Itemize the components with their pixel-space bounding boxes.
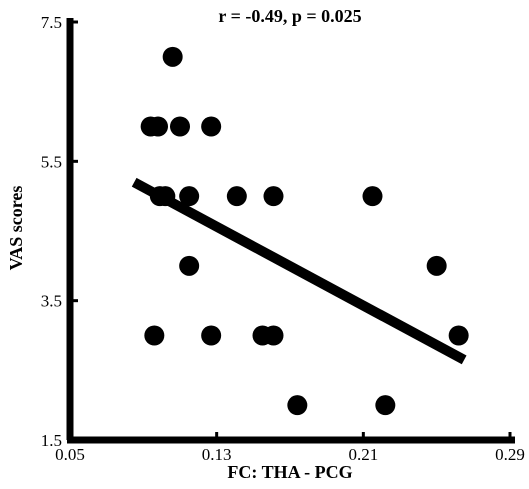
data-point bbox=[201, 325, 222, 346]
data-point bbox=[287, 395, 308, 416]
y-tick-label: 1.5 bbox=[41, 431, 62, 450]
y-tick-label: 7.5 bbox=[41, 13, 62, 32]
x-axis-title: FC: THA - PCG bbox=[227, 462, 352, 482]
data-point bbox=[144, 325, 165, 346]
data-point bbox=[155, 186, 176, 207]
chart-title: r = -0.49, p = 0.025 bbox=[218, 6, 361, 26]
y-axis-title: VAS scores bbox=[6, 186, 26, 271]
data-point bbox=[201, 116, 222, 137]
data-point bbox=[170, 116, 190, 137]
data-point bbox=[448, 325, 469, 346]
data-points bbox=[140, 46, 469, 416]
y-tick-label: 5.5 bbox=[41, 152, 62, 171]
data-point bbox=[148, 116, 168, 137]
x-tick-label: 0.29 bbox=[495, 445, 525, 464]
data-point bbox=[426, 255, 447, 276]
data-point bbox=[226, 186, 247, 207]
x-tick-label: 0.21 bbox=[348, 445, 378, 464]
data-point bbox=[375, 395, 396, 416]
x-axis-ticks: 0.05 0.13 0.21 0.29 bbox=[55, 432, 525, 464]
y-axis-ticks: 1.5 3.5 5.5 7.5 bbox=[41, 13, 78, 450]
data-point bbox=[362, 186, 383, 207]
data-point bbox=[179, 255, 200, 276]
data-point bbox=[179, 186, 200, 207]
x-tick-label: 0.13 bbox=[202, 445, 232, 464]
x-tick-label: 0.05 bbox=[55, 445, 85, 464]
regression-line bbox=[131, 177, 467, 365]
data-point bbox=[263, 186, 284, 207]
data-point bbox=[162, 46, 183, 67]
y-tick-label: 3.5 bbox=[41, 292, 62, 311]
data-point bbox=[263, 325, 284, 346]
